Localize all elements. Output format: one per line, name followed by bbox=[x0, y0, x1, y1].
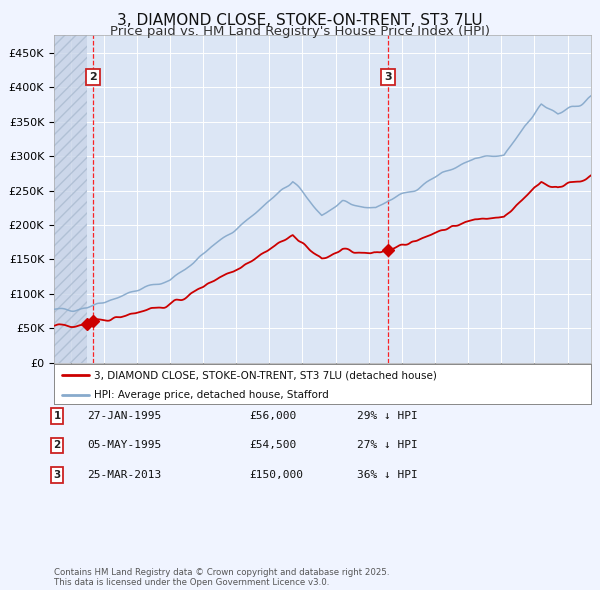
Text: 05-MAY-1995: 05-MAY-1995 bbox=[87, 441, 161, 450]
Text: 27% ↓ HPI: 27% ↓ HPI bbox=[357, 441, 418, 450]
Text: 25-MAR-2013: 25-MAR-2013 bbox=[87, 470, 161, 480]
Bar bbox=[54, 35, 87, 363]
Text: Contains HM Land Registry data © Crown copyright and database right 2025.
This d: Contains HM Land Registry data © Crown c… bbox=[54, 568, 389, 587]
Text: 1: 1 bbox=[53, 411, 61, 421]
Text: 3, DIAMOND CLOSE, STOKE-ON-TRENT, ST3 7LU (detached house): 3, DIAMOND CLOSE, STOKE-ON-TRENT, ST3 7L… bbox=[94, 371, 437, 381]
Text: 3, DIAMOND CLOSE, STOKE-ON-TRENT, ST3 7LU: 3, DIAMOND CLOSE, STOKE-ON-TRENT, ST3 7L… bbox=[117, 13, 483, 28]
Text: 36% ↓ HPI: 36% ↓ HPI bbox=[357, 470, 418, 480]
Text: HPI: Average price, detached house, Stafford: HPI: Average price, detached house, Staf… bbox=[94, 391, 329, 401]
Text: Price paid vs. HM Land Registry's House Price Index (HPI): Price paid vs. HM Land Registry's House … bbox=[110, 25, 490, 38]
Text: £56,000: £56,000 bbox=[249, 411, 296, 421]
Text: 3: 3 bbox=[384, 72, 392, 82]
Text: 3: 3 bbox=[53, 470, 61, 480]
Text: £54,500: £54,500 bbox=[249, 441, 296, 450]
Text: 29% ↓ HPI: 29% ↓ HPI bbox=[357, 411, 418, 421]
Text: 2: 2 bbox=[89, 72, 97, 82]
Text: 27-JAN-1995: 27-JAN-1995 bbox=[87, 411, 161, 421]
Text: 2: 2 bbox=[53, 441, 61, 450]
Text: £150,000: £150,000 bbox=[249, 470, 303, 480]
